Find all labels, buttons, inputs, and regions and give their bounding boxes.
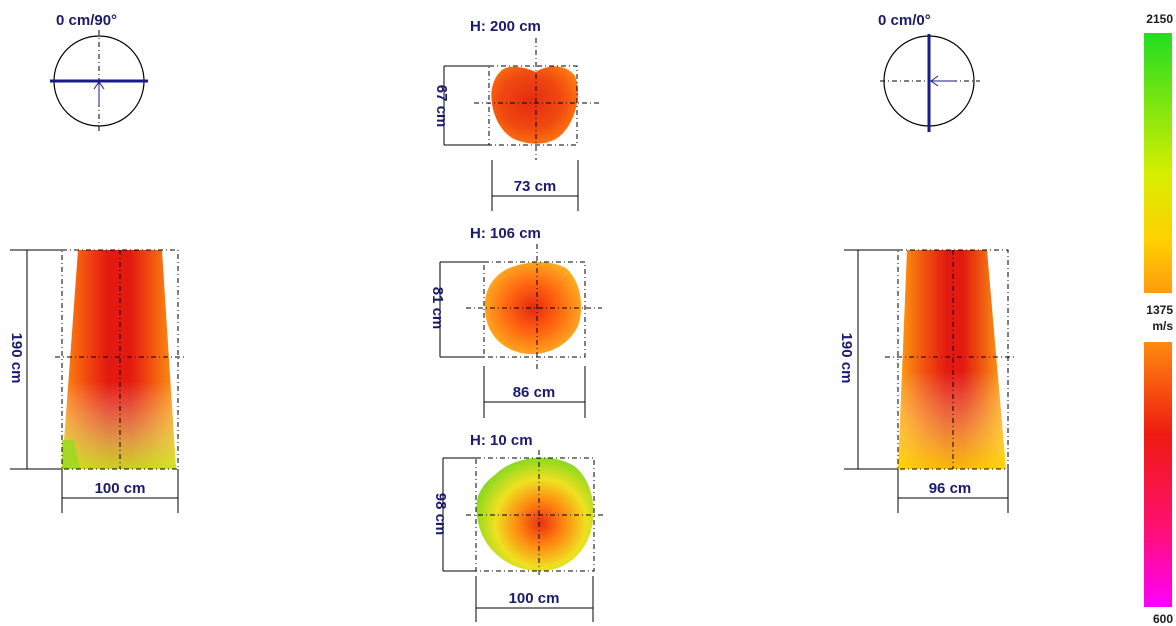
section-velocity-map: [491, 66, 579, 144]
side-profile-right: 190 cm 96 cm: [838, 249, 1014, 513]
section-velocity-map: [476, 457, 594, 571]
arrow-left-icon: [930, 75, 939, 87]
compass-right: 0 cm/0°: [878, 12, 980, 132]
section-width-label: 73 cm: [514, 178, 557, 195]
colorbar-mid-label: 1375: [1146, 303, 1173, 317]
section-depth-label: 67 cm: [433, 85, 450, 128]
side-velocity-overlay: [62, 440, 80, 469]
side-velocity-overlay: [898, 250, 1006, 469]
section-bbox: [475, 457, 595, 572]
side-velocity-overlay: [62, 250, 176, 469]
cross-section-200: H: 200 cm 67 cm 73 cm: [433, 18, 602, 211]
colorbar-min-label: 600: [1153, 612, 1173, 626]
section-height-label: H: 200 cm: [470, 18, 541, 35]
cross-section-10: H: 10 cm 98 cm 100 cm: [432, 432, 604, 622]
section-height-label: H: 106 cm: [470, 225, 541, 242]
section-width-label: 86 cm: [513, 384, 556, 401]
colorbar-upper: [1144, 33, 1172, 293]
side-width-label: 100 cm: [95, 480, 146, 497]
section-bbox: [483, 261, 586, 358]
section-depth-label: 98 cm: [432, 493, 449, 536]
compass-right-label: 0 cm/0°: [878, 12, 931, 29]
colorbar-max-label: 2150: [1146, 12, 1173, 26]
colorbar-lower: [1144, 342, 1172, 607]
section-velocity-map: [484, 262, 582, 355]
cross-section-106: H: 106 cm 81 cm 86 cm: [429, 225, 602, 418]
compass-left: 0 cm/90°: [50, 12, 148, 131]
arrow-up-icon: [93, 81, 105, 90]
side-profile-left: 190 cm 100 cm: [8, 249, 186, 513]
side-width-label: 96 cm: [929, 480, 972, 497]
section-height-label: H: 10 cm: [470, 432, 533, 449]
section-bbox: [488, 65, 578, 146]
side-height-label: 190 cm: [838, 333, 855, 384]
side-height-label: 190 cm: [8, 333, 25, 384]
colorbar-unit-label: m/s: [1152, 319, 1173, 333]
compass-left-label: 0 cm/90°: [56, 12, 117, 29]
velocity-colorbar: 2150 1375 m/s 600: [1144, 12, 1173, 626]
section-depth-label: 81 cm: [429, 287, 446, 330]
section-width-label: 100 cm: [509, 590, 560, 607]
